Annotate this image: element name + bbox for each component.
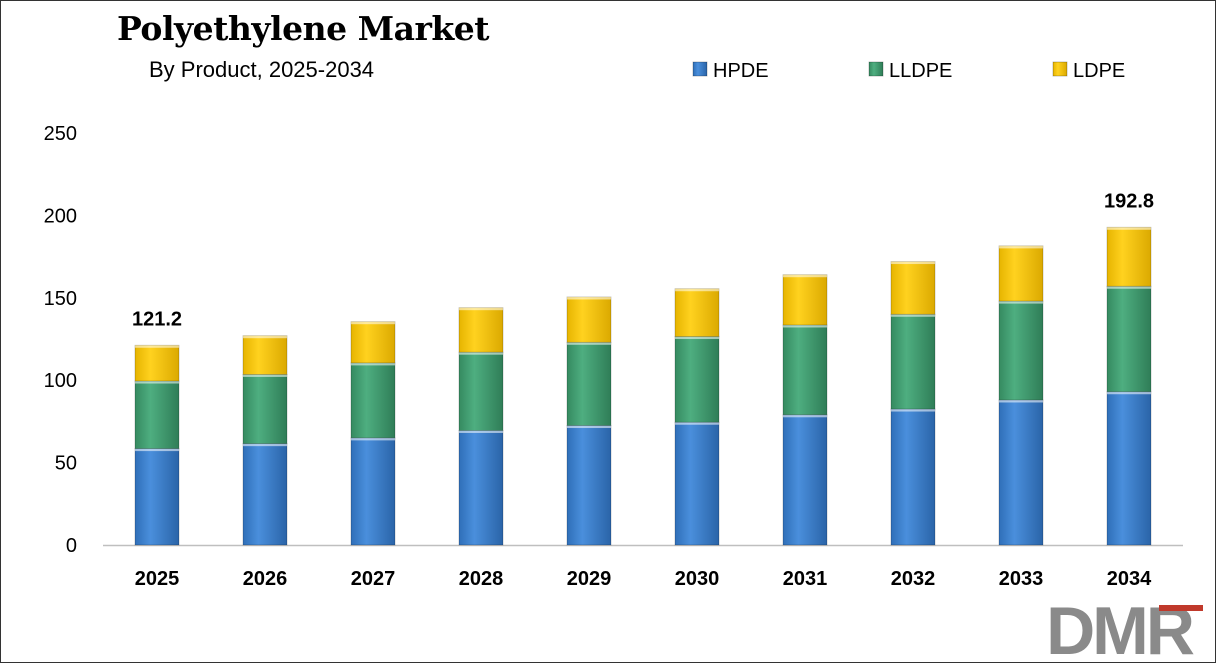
bar-segment-highlight bbox=[459, 352, 503, 355]
legend-swatch-lldpe bbox=[868, 61, 884, 77]
bar-segment-highlight bbox=[243, 335, 287, 339]
bar-segment-highlight bbox=[783, 414, 827, 418]
y-tick-label: 0 bbox=[66, 535, 77, 557]
bar-segment-highlight bbox=[675, 336, 719, 340]
bar-segment-ldpe-2025 bbox=[134, 344, 180, 382]
bar-segment-highlight bbox=[999, 245, 1043, 249]
bar-segment-lldpe-2033 bbox=[998, 300, 1044, 401]
x-tick-label: 2032 bbox=[891, 568, 936, 590]
x-tick-label: 2033 bbox=[999, 568, 1044, 590]
bar-segment-ldpe-2027 bbox=[350, 321, 396, 364]
legend: HPDE LLDPE LDPE bbox=[692, 60, 1125, 82]
legend-label-ldpe: LDPE bbox=[1073, 60, 1125, 82]
y-tick-label: 150 bbox=[44, 288, 77, 310]
bar-segment-highlight bbox=[135, 381, 179, 384]
x-tick-label: 2026 bbox=[243, 568, 288, 590]
bar-segment-highlight bbox=[1107, 391, 1151, 395]
bar-segment-highlight bbox=[351, 321, 395, 325]
legend-label-lldpe: LLDPE bbox=[889, 60, 952, 82]
bar-segment-highlight bbox=[567, 296, 611, 300]
bar-segment-lldpe-2031 bbox=[782, 324, 828, 416]
bar-segment-lldpe-2029 bbox=[566, 341, 612, 426]
bar-segment-highlight bbox=[243, 374, 287, 377]
legend-swatch-hpde bbox=[692, 61, 708, 77]
y-tick-label: 50 bbox=[55, 453, 77, 475]
axes: 0 50 100 150 200 250 2025 2026 2027 2028 2029 2030 2… bbox=[44, 123, 1183, 590]
x-tick-label: 2031 bbox=[783, 568, 828, 590]
bar-segment-highlight bbox=[1107, 286, 1151, 289]
bar-segment-ldpe-2030 bbox=[674, 288, 720, 337]
bar-segment-highlight bbox=[891, 409, 935, 412]
data-label-2034: 192.8 bbox=[1104, 190, 1154, 212]
logo-accent-bar bbox=[1159, 605, 1203, 611]
data-labels: 121.2 192.8 bbox=[132, 190, 1154, 330]
bar-segment-ldpe-2029 bbox=[566, 296, 612, 343]
bar-segment-ldpe-2032 bbox=[890, 261, 936, 315]
legend-swatch-ldpe bbox=[1052, 61, 1068, 77]
y-tick-label: 200 bbox=[44, 205, 77, 227]
y-tick-label: 100 bbox=[44, 370, 77, 392]
x-tick-label: 2025 bbox=[135, 568, 180, 590]
bar-segment-highlight bbox=[243, 443, 287, 447]
y-tick-label: 250 bbox=[44, 123, 77, 145]
bar-segment-lldpe-2026 bbox=[242, 374, 288, 445]
bar-segment-ldpe-2031 bbox=[782, 274, 828, 326]
bar-segment-highlight bbox=[675, 422, 719, 425]
bar-segment-hpde-2025 bbox=[134, 448, 180, 546]
bar-segment-lldpe-2025 bbox=[134, 380, 180, 449]
bar-segment-hpde-2033 bbox=[998, 399, 1044, 546]
x-tick-label: 2027 bbox=[351, 568, 396, 590]
bar-segment-hpde-2031 bbox=[782, 414, 828, 546]
x-tick-label: 2034 bbox=[1107, 568, 1152, 590]
bar-segment-hpde-2029 bbox=[566, 425, 612, 546]
bar-segment-highlight bbox=[891, 261, 935, 265]
bar-segment-highlight bbox=[135, 448, 179, 452]
bars bbox=[134, 226, 1152, 546]
bar-segment-lldpe-2032 bbox=[890, 313, 936, 410]
bar-segment-highlight bbox=[351, 362, 395, 366]
bar-segment-lldpe-2030 bbox=[674, 336, 720, 423]
bar-segment-highlight bbox=[783, 324, 827, 328]
bar-segment-highlight bbox=[999, 399, 1043, 403]
dmr-logo: DMR bbox=[1046, 593, 1203, 662]
bar-segment-highlight bbox=[135, 345, 179, 348]
bar-segment-ldpe-2033 bbox=[998, 245, 1044, 302]
chart-subtitle: By Product, 2025-2034 bbox=[149, 57, 375, 82]
bar-segment-hpde-2034 bbox=[1106, 391, 1152, 546]
data-label-2025: 121.2 bbox=[132, 308, 182, 330]
legend-label-hpde: HPDE bbox=[713, 60, 769, 82]
bar-segment-highlight bbox=[675, 288, 719, 292]
bar-segment-highlight bbox=[351, 437, 395, 441]
logo-text: DMR bbox=[1046, 593, 1194, 662]
bar-segment-ldpe-2026 bbox=[242, 335, 288, 375]
bar-segment-highlight bbox=[567, 342, 611, 345]
bar-segment-highlight bbox=[567, 425, 611, 429]
x-tick-label: 2030 bbox=[675, 568, 720, 590]
bar-segment-lldpe-2034 bbox=[1106, 285, 1152, 393]
bar-segment-lldpe-2028 bbox=[458, 351, 504, 431]
bar-segment-hpde-2028 bbox=[458, 430, 504, 546]
bar-segment-ldpe-2028 bbox=[458, 307, 504, 353]
bar-segment-hpde-2032 bbox=[890, 408, 936, 546]
bar-segment-highlight bbox=[891, 314, 935, 317]
x-tick-label: 2028 bbox=[459, 568, 504, 590]
x-tick-label: 2029 bbox=[567, 568, 612, 590]
bar-segment-lldpe-2027 bbox=[350, 362, 396, 439]
bar-segment-highlight bbox=[783, 274, 827, 278]
bar-segment-ldpe-2034 bbox=[1106, 226, 1152, 287]
bar-segment-highlight bbox=[459, 307, 503, 311]
bar-segment-hpde-2026 bbox=[242, 443, 288, 546]
bar-segment-highlight bbox=[1107, 227, 1151, 230]
chart-title: Polyethylene Market bbox=[117, 9, 489, 48]
bar-segment-hpde-2027 bbox=[350, 437, 396, 546]
bar-segment-highlight bbox=[459, 430, 503, 433]
bar-segment-highlight bbox=[999, 301, 1043, 304]
bar-segment-hpde-2030 bbox=[674, 421, 720, 546]
